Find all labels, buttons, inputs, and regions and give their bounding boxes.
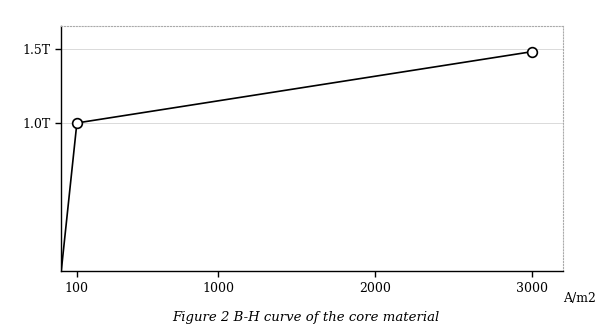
Text: Figure 2 B-H curve of the core material: Figure 2 B-H curve of the core material [173,311,439,324]
Text: A/m2: A/m2 [563,292,596,305]
